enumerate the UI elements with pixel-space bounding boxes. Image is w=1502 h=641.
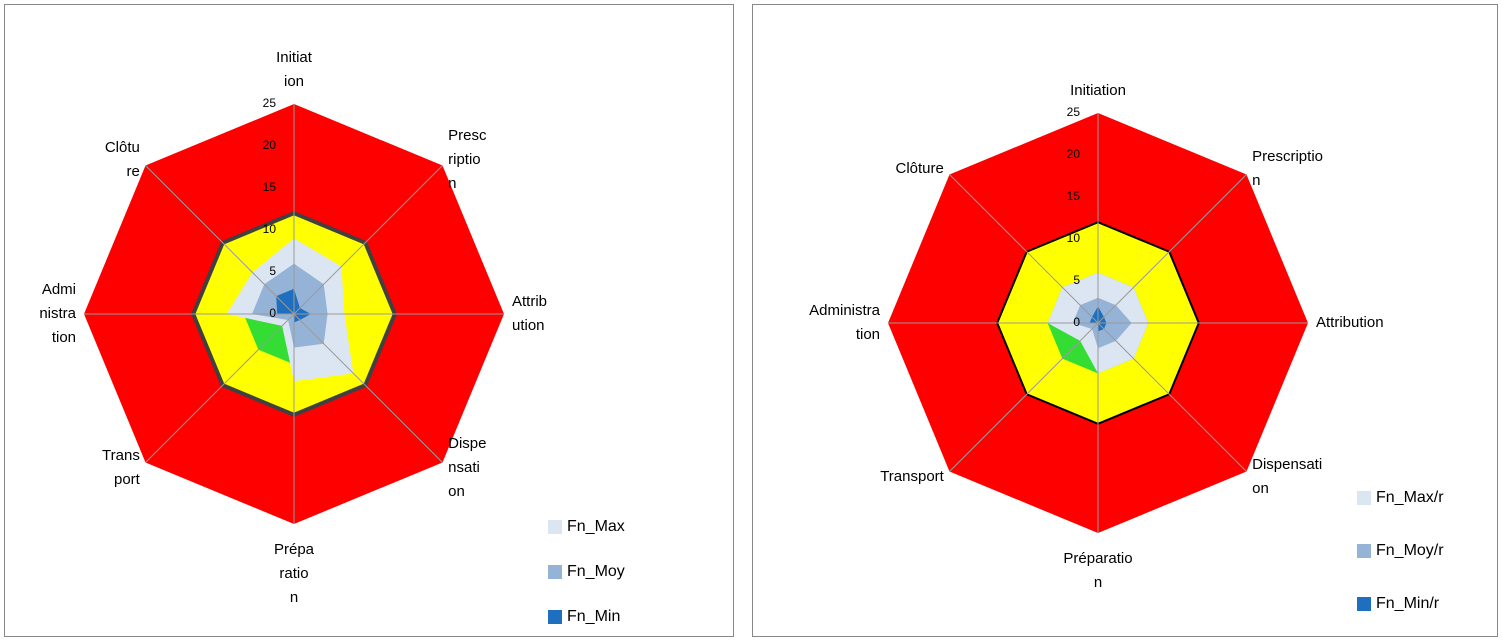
tick-label: 20 (1067, 147, 1081, 161)
category-label: Préparatio n (1063, 550, 1132, 591)
grid-spoke (145, 313, 295, 463)
label-line: n (448, 175, 456, 192)
tick-label: 5 (1073, 273, 1080, 287)
label-line: n (290, 589, 298, 606)
tick-label: 10 (1067, 231, 1081, 245)
tick-label: 10 (263, 222, 277, 236)
category-label: Trans port (102, 447, 141, 488)
label-line: port (114, 471, 141, 488)
category-label: Dispe nsati on (448, 435, 486, 500)
category-label: Clôtu re (105, 139, 140, 180)
category-label: Prescriptio n (1252, 148, 1323, 189)
tick-label: 25 (1067, 105, 1081, 119)
label-line: riptio (448, 151, 481, 168)
label-line: Prescriptio (1252, 148, 1323, 165)
grid-spoke (949, 322, 1099, 472)
label-line: Presc (448, 127, 487, 144)
label-line: Prépa (274, 541, 315, 558)
category-label: Admi nistra tion (39, 281, 76, 346)
legend-swatch (1357, 491, 1371, 505)
label-line: ution (512, 317, 545, 334)
grid-spoke (293, 165, 443, 315)
category-label: Initiation (1070, 82, 1126, 99)
label-line: n (1094, 574, 1102, 591)
grid-spoke (949, 174, 1099, 324)
label-line: ion (284, 73, 304, 90)
category-label: Initiat ion (276, 49, 313, 90)
legend-label: Fn_Max/r (1376, 489, 1444, 506)
label-line: Admi (42, 281, 76, 298)
grid-spoke (145, 165, 295, 315)
label-line: Préparatio (1063, 550, 1132, 567)
label-line: Dispensati (1252, 456, 1322, 473)
legend-label: Fn_Min (567, 608, 620, 625)
legend-label: Fn_Min/r (1376, 595, 1440, 612)
label-line: tion (52, 329, 76, 346)
tick-label: 25 (263, 96, 277, 110)
grid-spoke (1097, 322, 1247, 472)
legend-swatch (1357, 544, 1371, 558)
label-line: Administra (809, 302, 881, 319)
label-line: tion (856, 326, 880, 343)
category-label: Transport (880, 468, 944, 485)
tick-label: 20 (263, 138, 277, 152)
label-line: nsati (448, 459, 480, 476)
legend-label: Fn_Moy/r (1376, 542, 1444, 559)
label-line: n (1252, 172, 1260, 189)
legend-label: Fn_Max (567, 518, 625, 535)
grid-spoke (293, 313, 443, 463)
category-label: Prépa ratio n (274, 541, 315, 606)
legend-swatch (1357, 597, 1371, 611)
label-line: Initiat (276, 49, 313, 66)
legend-swatch (548, 520, 562, 534)
label-line: on (1252, 480, 1269, 497)
tick-label: 15 (1067, 189, 1081, 203)
legend-swatch (548, 565, 562, 579)
label-line: Clôtu (105, 139, 140, 156)
label-line: on (448, 483, 465, 500)
tick-label: 15 (263, 180, 277, 194)
category-label: Attribution (1316, 314, 1384, 331)
label-line: Trans (102, 447, 140, 464)
label-line: nistra (39, 305, 76, 322)
legend-label: Fn_Moy (567, 563, 625, 580)
label-line: ratio (279, 565, 308, 582)
category-label: Attrib ution (512, 293, 547, 334)
category-label: Clôture (895, 160, 943, 177)
category-label: Presc riptio n (448, 127, 487, 192)
category-label: Administra tion (809, 302, 881, 343)
tick-label: 0 (269, 306, 276, 320)
tick-label: 0 (1073, 315, 1080, 329)
legend-swatch (548, 610, 562, 624)
tick-label: 5 (269, 264, 276, 278)
label-line: Dispe (448, 435, 486, 452)
category-label: Dispensati on (1252, 456, 1322, 497)
label-line: Attrib (512, 293, 547, 310)
label-line: re (127, 163, 140, 180)
grid-spoke (1097, 174, 1247, 324)
